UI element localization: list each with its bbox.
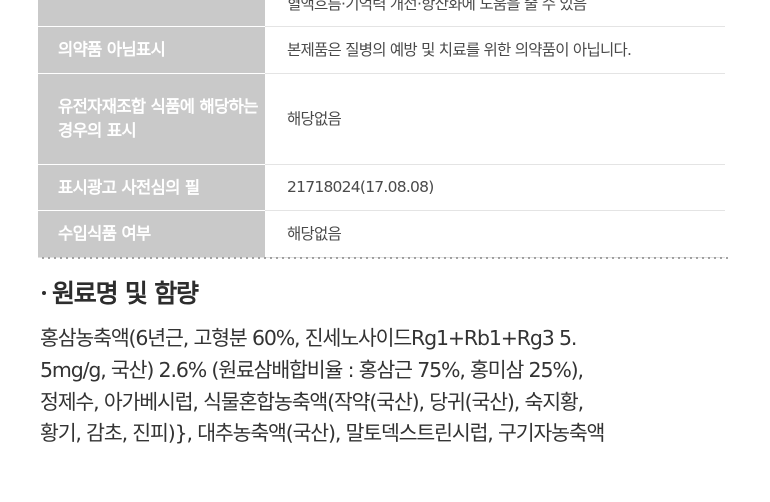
- spec-value-ad-review: 21718024(17.08.08): [265, 164, 725, 212]
- ingredients-section: 원료명 및 함량 홍삼농축액(6년근, 고형분 60%, 진세노사이드Rg1+R…: [40, 279, 740, 450]
- product-spec-table: 혈액흐름·기억력 개선·항산화에 도움을 줄 수 있음 의약품 아님표시 본제품…: [38, 0, 725, 258]
- table-row: 혈액흐름·기억력 개선·항산화에 도움을 줄 수 있음: [38, 0, 725, 28]
- bullet-dot-icon: [42, 291, 46, 295]
- ingredients-body-text: 홍삼농축액(6년근, 고형분 60%, 진세노사이드Rg1+Rb1+Rg3 5.…: [40, 326, 605, 446]
- spec-label-gmo: 유전자재조합 식품에 해당하는 경우의 표시: [38, 73, 265, 165]
- spec-label-not-medicine: 의약품 아님표시: [38, 26, 265, 74]
- spec-value-not-medicine: 본제품은 질병의 예방 및 치료를 위한 의약품이 아닙니다.: [265, 26, 725, 74]
- spec-value-gmo: 해당없음: [265, 73, 725, 165]
- table-row: 의약품 아님표시 본제품은 질병의 예방 및 치료를 위한 의약품이 아닙니다.: [38, 26, 725, 74]
- spec-label-imported: 수입식품 여부: [38, 210, 265, 258]
- ingredients-heading: 원료명 및 함량: [42, 279, 740, 309]
- spec-value-functionality: 혈액흐름·기억력 개선·항산화에 도움을 줄 수 있음: [265, 0, 725, 28]
- dotted-divider: [40, 257, 728, 259]
- table-row: 표시광고 사전심의 필 21718024(17.08.08): [38, 164, 725, 212]
- spec-table-body: 혈액흐름·기억력 개선·항산화에 도움을 줄 수 있음 의약품 아님표시 본제품…: [38, 0, 725, 258]
- ingredients-heading-label: 원료명 및 함량: [52, 279, 199, 308]
- table-row: 유전자재조합 식품에 해당하는 경우의 표시 해당없음: [38, 73, 725, 165]
- spec-label-functionality: [38, 0, 265, 28]
- spec-value-imported: 해당없음: [265, 210, 725, 258]
- spec-label-ad-review: 표시광고 사전심의 필: [38, 164, 265, 212]
- table-row: 수입식품 여부 해당없음: [38, 210, 725, 258]
